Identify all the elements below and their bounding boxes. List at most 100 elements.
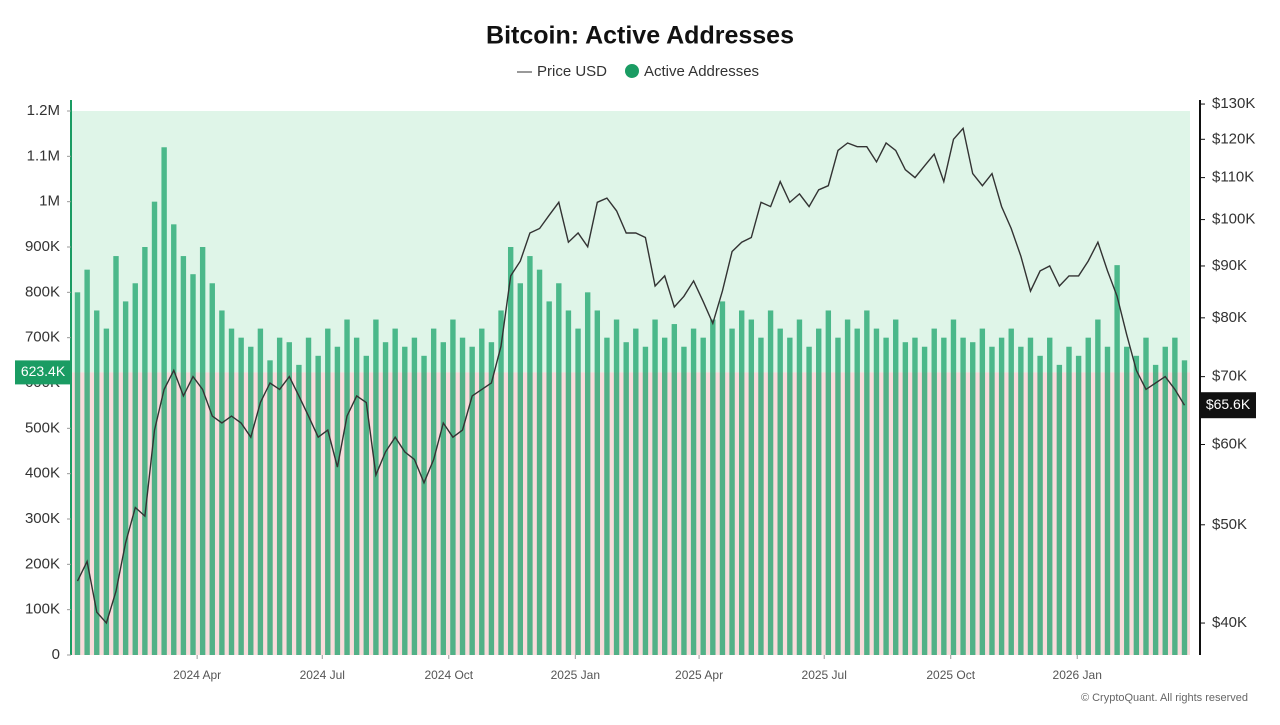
x-tick-label: 2025 Oct: [926, 668, 975, 682]
bar: [392, 328, 398, 655]
bar: [1075, 355, 1082, 655]
bar: [1047, 337, 1053, 655]
bar: [479, 328, 485, 655]
bar: [1037, 355, 1043, 655]
last-price-box: [1200, 392, 1256, 419]
bar: [411, 337, 418, 655]
bar: [1066, 346, 1072, 655]
bar: [325, 328, 331, 655]
bar: [642, 346, 649, 655]
bar: [488, 342, 495, 655]
bar: [806, 346, 812, 655]
bar: [989, 346, 995, 655]
bar: [527, 256, 533, 655]
price-line: [76, 126, 1186, 625]
bar: [315, 355, 321, 655]
bar: [719, 301, 726, 655]
bar: [825, 310, 832, 655]
y2-tick-label: $100K: [1212, 211, 1255, 228]
bar: [941, 337, 947, 655]
y-tick-label: 800K: [25, 283, 60, 300]
bar: [276, 337, 283, 655]
y2-tick-label: $70K: [1212, 368, 1247, 385]
source-note: © CryptoQuant. All rights reserved: [1081, 692, 1248, 704]
bar: [556, 283, 562, 655]
y-tick-label: 700K: [25, 329, 60, 346]
bar: [257, 328, 264, 655]
bar: [180, 256, 187, 655]
bar: [767, 310, 774, 655]
bar: [74, 292, 81, 655]
bar: [864, 310, 870, 655]
bar: [1027, 337, 1034, 655]
y-tick-label: 1.2M: [27, 102, 60, 119]
bar: [681, 346, 687, 655]
chart-title: Bitcoin: Active Addresses: [486, 22, 794, 50]
bar: [979, 328, 986, 655]
bar: [450, 319, 456, 655]
bar: [248, 346, 254, 655]
bar: [161, 147, 167, 655]
bar: [921, 346, 928, 655]
bar: [970, 342, 976, 655]
reference-label: 623.4K: [21, 363, 66, 379]
bar: [633, 328, 639, 655]
bar: [402, 346, 408, 655]
bar: [498, 310, 504, 655]
bar: [729, 328, 735, 655]
y-tick-label: 0: [52, 646, 60, 663]
bar: [296, 364, 302, 655]
bar: [584, 292, 591, 655]
bar: [652, 319, 658, 655]
y2-tick-label: $60K: [1212, 435, 1247, 452]
y-tick-label: 100K: [25, 601, 60, 618]
y-tick-label: 900K: [25, 238, 60, 255]
bar: [373, 319, 379, 655]
bar: [517, 283, 523, 655]
bar: [902, 342, 909, 655]
last-price-label: $65.6K: [1206, 396, 1251, 412]
bar: [565, 310, 572, 655]
bar: [893, 319, 899, 655]
bar: [661, 337, 668, 655]
bar: [421, 355, 427, 655]
legend-label: Active Addresses: [644, 63, 759, 80]
bar: [1152, 364, 1159, 655]
x-tick-label: 2025 Jul: [802, 668, 847, 682]
x-tick-label: 2024 Jul: [300, 668, 345, 682]
bar: [546, 301, 552, 655]
x-tick-label: 2024 Apr: [173, 668, 221, 682]
y-tick-label: 400K: [25, 465, 60, 482]
bar: [469, 346, 475, 655]
bar: [363, 355, 369, 655]
bar: [267, 360, 273, 655]
y-tick-label: 1M: [39, 193, 60, 210]
bar: [998, 337, 1005, 655]
y-tick-label: 500K: [25, 419, 60, 436]
bar: [777, 328, 783, 655]
y2-tick-label: $130K: [1212, 95, 1255, 112]
y-tick-label: 1.1M: [27, 147, 60, 164]
bar: [854, 328, 860, 655]
zone-above: [72, 111, 1190, 373]
y2-tick-label: $80K: [1212, 309, 1247, 326]
bar: [1008, 328, 1014, 655]
bar: [1172, 337, 1178, 655]
bar: [796, 319, 803, 655]
bar: [84, 269, 90, 655]
bar: [844, 319, 851, 655]
bar: [507, 247, 514, 655]
bar: [1114, 265, 1120, 655]
bar: [228, 328, 235, 655]
bar: [594, 310, 601, 655]
bar: [710, 319, 716, 655]
y2-tick-label: $120K: [1212, 130, 1255, 147]
bar: [883, 337, 889, 655]
reference-label-box: [15, 360, 71, 385]
x-tick-label: 2024 Oct: [424, 668, 473, 682]
bar: [700, 337, 706, 655]
bar: [1085, 337, 1091, 655]
y-tick-label: 300K: [25, 510, 60, 527]
